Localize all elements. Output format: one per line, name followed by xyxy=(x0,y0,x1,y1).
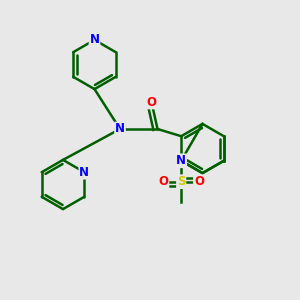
Text: N: N xyxy=(79,166,89,179)
Text: N: N xyxy=(89,33,100,46)
Text: O: O xyxy=(158,175,169,188)
Text: N: N xyxy=(115,122,125,136)
Text: O: O xyxy=(194,175,204,188)
Text: S: S xyxy=(177,175,185,188)
Text: N: N xyxy=(176,154,186,167)
Text: O: O xyxy=(146,95,157,109)
